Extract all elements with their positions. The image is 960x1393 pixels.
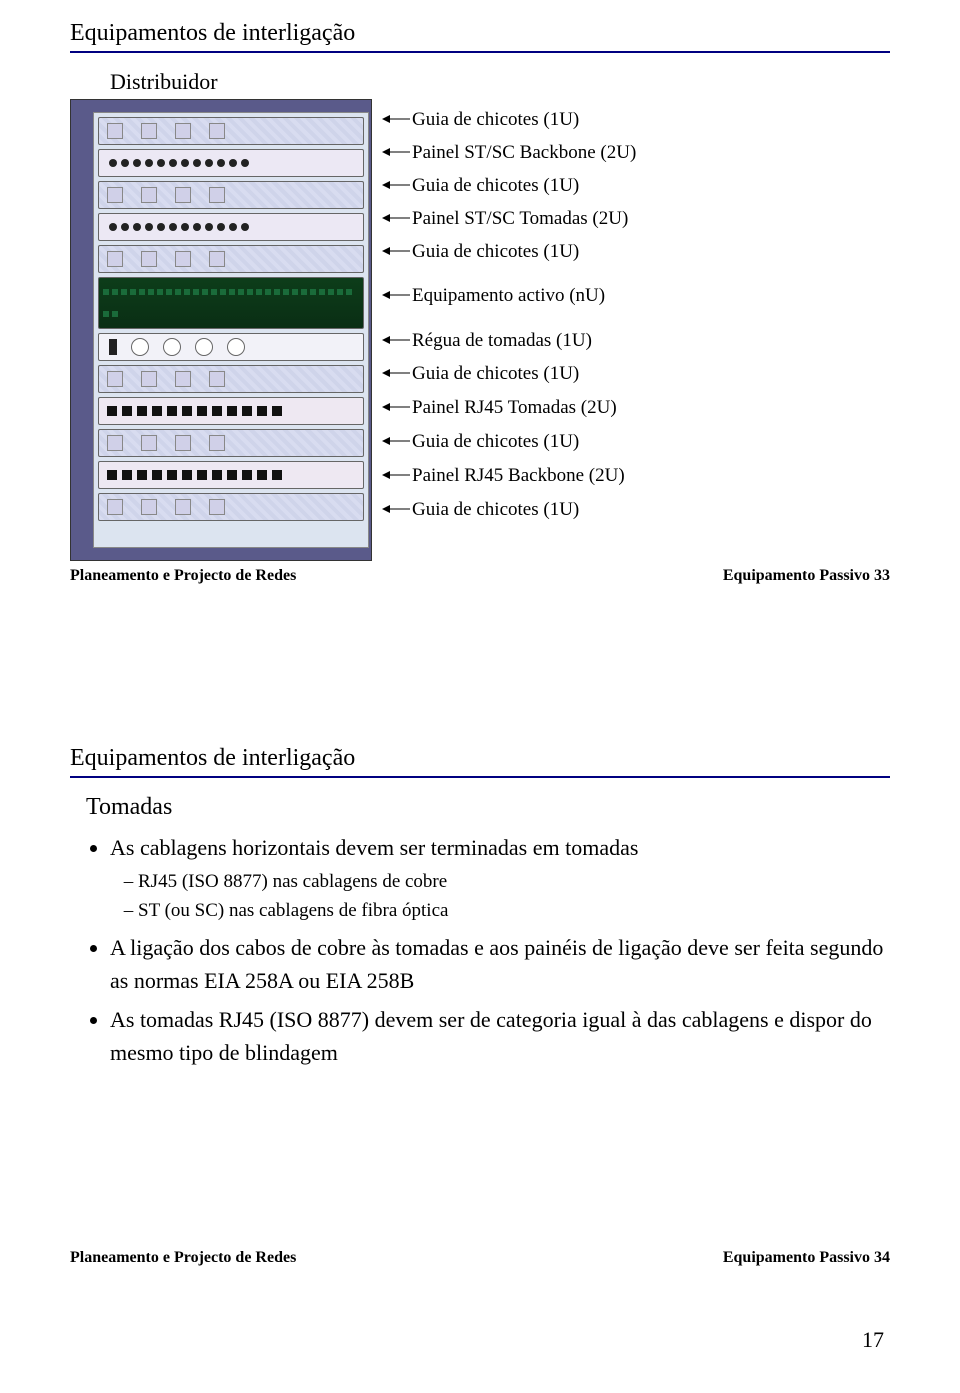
rack-unit-guide (98, 245, 364, 273)
arrow-left-icon (382, 114, 412, 124)
arrow-left-icon (382, 180, 412, 190)
rack-unit-rj45-backbone (98, 461, 364, 489)
arrow-left-icon (382, 368, 412, 378)
bullet-item: A ligação dos cabos de cobre às tomadas … (110, 931, 890, 997)
slide-footer-2: Planeamento e Projecto de Redes Equipame… (70, 1249, 890, 1267)
section-title-2: Equipamentos de interligação (70, 745, 890, 778)
arrow-left-icon (382, 246, 412, 256)
rack-label-text: Guia de chicotes (1U) (412, 364, 579, 383)
diagram-heading: Distribuidor (110, 69, 370, 95)
rack-labels-column: Guia de chicotes (1U) Painel ST/SC Backbo… (382, 69, 890, 561)
rack-label-text: Equipamento activo (nU) (412, 286, 605, 305)
arrow-left-icon (382, 402, 412, 412)
rack-label-text: Guia de chicotes (1U) (412, 176, 579, 195)
rack-unit-power-strip (98, 333, 364, 361)
rack-unit-fiber-backbone (98, 149, 364, 177)
bullet-item: As tomadas RJ45 (ISO 8877) devem ser de … (110, 1003, 890, 1069)
rack-label: Guia de chicotes (1U) (382, 357, 890, 389)
bullet-list: As cablagens horizontais devem ser termi… (86, 831, 890, 1069)
section-title-1: Equipamentos de interligação (70, 20, 890, 53)
arrow-left-icon (382, 290, 412, 300)
rack-label-text: Painel ST/SC Backbone (2U) (412, 143, 636, 162)
rack-unit-guide (98, 181, 364, 209)
sub-bullet-item: ST (ou SC) nas cablagens de fibra óptica (138, 897, 890, 926)
rack-unit-guide (98, 493, 364, 521)
rack-label-text: Painel RJ45 Tomadas (2U) (412, 398, 617, 417)
rack-label-text: Painel RJ45 Backbone (2U) (412, 466, 625, 485)
page-number: 17 (70, 1327, 890, 1353)
rack-label-text: Guia de chicotes (1U) (412, 110, 579, 129)
arrow-left-icon (382, 147, 412, 157)
rack-label: Equipamento activo (nU) (382, 267, 890, 323)
arrow-left-icon (382, 436, 412, 446)
rack-label: Guia de chicotes (1U) (382, 235, 890, 267)
rack-label-text: Guia de chicotes (1U) (412, 500, 579, 519)
rack-label-text: Guia de chicotes (1U) (412, 432, 579, 451)
rack-label-text: Painel ST/SC Tomadas (2U) (412, 209, 628, 228)
rack-label: Painel ST/SC Backbone (2U) (382, 135, 890, 169)
rack-enclosure (70, 99, 372, 561)
rack-unit-guide (98, 117, 364, 145)
sub-bullet-item: RJ45 (ISO 8877) nas cablagens de cobre (138, 868, 890, 897)
arrow-left-icon (382, 335, 412, 345)
sub-bullet-list: RJ45 (ISO 8877) nas cablagens de cobreST… (110, 868, 890, 925)
rack-label: Régua de tomadas (1U) (382, 323, 890, 357)
rack-label: Painel RJ45 Backbone (2U) (382, 457, 890, 493)
footer-left: Planeamento e Projecto de Redes (70, 1249, 296, 1267)
arrow-left-icon (382, 470, 412, 480)
footer-right: Equipamento Passivo 34 (723, 1249, 890, 1267)
arrow-left-icon (382, 213, 412, 223)
footer-right: Equipamento Passivo 33 (723, 567, 890, 585)
rack-label-text: Régua de tomadas (1U) (412, 331, 592, 350)
rack-unit-guide (98, 429, 364, 457)
rack-unit-rj45-tomadas (98, 397, 364, 425)
rack-unit-guide (98, 365, 364, 393)
rack-unit-active-equipment (98, 277, 364, 329)
arrow-left-icon (382, 504, 412, 514)
bullet-item: As cablagens horizontais devem ser termi… (110, 831, 890, 925)
rack-label: Guia de chicotes (1U) (382, 425, 890, 457)
rack-label: Painel RJ45 Tomadas (2U) (382, 389, 890, 425)
rack-unit-fiber-tomadas (98, 213, 364, 241)
subheading-tomadas: Tomadas (86, 794, 890, 821)
rack-label-text: Guia de chicotes (1U) (412, 242, 579, 261)
rack-diagram: Distribuidor Guia d (70, 69, 890, 561)
rack-label: Guia de chicotes (1U) (382, 493, 890, 525)
rack-label: Guia de chicotes (1U) (382, 103, 890, 135)
footer-left: Planeamento e Projecto de Redes (70, 567, 296, 585)
slide-footer-1: Planeamento e Projecto de Redes Equipame… (70, 567, 890, 585)
rack-label: Painel ST/SC Tomadas (2U) (382, 201, 890, 235)
rack-label: Guia de chicotes (1U) (382, 169, 890, 201)
